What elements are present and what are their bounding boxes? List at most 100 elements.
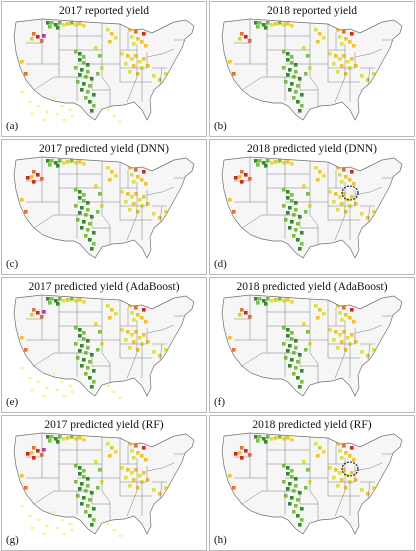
- county-yield-cell: [96, 486, 100, 490]
- county-yield-cell: [240, 170, 244, 174]
- county-yield-cell: [86, 208, 90, 212]
- panel-title: 2018 predicted yield (DNN): [247, 143, 377, 155]
- county-yield-cell: [262, 161, 266, 165]
- county-yield-cell: [120, 190, 124, 194]
- county-yield-cell: [352, 320, 356, 324]
- county-yield-cell: [340, 456, 344, 460]
- county-yield-cell: [254, 435, 258, 439]
- county-yield-cell: [82, 24, 86, 28]
- us-map: [13, 18, 195, 124]
- county-yield-cell: [322, 312, 326, 316]
- county-yield-cell: [152, 74, 156, 78]
- us-outline: [13, 156, 195, 259]
- us-outline: [221, 18, 403, 121]
- county-yield-cell: [270, 161, 274, 165]
- county-yield-cell: [304, 348, 308, 352]
- county-yield-cell: [62, 161, 66, 165]
- county-yield-cell: [294, 63, 298, 67]
- county-yield-cell: [126, 468, 130, 472]
- county-yield-cell: [106, 304, 110, 308]
- county-yield-cell: [316, 40, 320, 44]
- county-yield-cell: [164, 486, 168, 490]
- county-yield-cell: [74, 204, 78, 208]
- county-yield-cell: [240, 308, 244, 312]
- sparse-point: [68, 384, 72, 388]
- county-yield-cell: [298, 109, 302, 113]
- county-yield-cell: [80, 482, 84, 486]
- county-yield-cell: [286, 334, 290, 338]
- county-yield-cell: [138, 198, 142, 202]
- county-yield-cell: [244, 173, 248, 177]
- county-yield-cell: [98, 330, 102, 334]
- county-yield-cell: [54, 23, 58, 27]
- county-yield-cell: [344, 210, 348, 214]
- county-yield-cell: [244, 449, 248, 453]
- county-yield-cell: [256, 439, 260, 443]
- county-yield-cell: [42, 34, 46, 38]
- county-yield-cell: [342, 468, 346, 472]
- county-yield-cell: [84, 510, 88, 514]
- sparse-point: [28, 514, 32, 518]
- county-yield-cell: [286, 298, 290, 302]
- county-yield-cell: [32, 446, 36, 450]
- county-yield-cell: [348, 178, 352, 182]
- county-yield-cell: [142, 195, 146, 199]
- county-yield-cell: [128, 304, 132, 308]
- county-yield-cell: [74, 342, 78, 346]
- county-yield-cell: [32, 170, 36, 174]
- panel-label: (g): [6, 534, 19, 546]
- county-yield-cell: [132, 180, 136, 184]
- county-yield-cell: [82, 193, 86, 197]
- sparse-point: [62, 118, 66, 122]
- county-yield-cell: [84, 372, 88, 376]
- sparse-point: [42, 394, 46, 398]
- county-yield-cell: [78, 466, 82, 470]
- county-yield-cell: [338, 311, 342, 315]
- county-yield-cell: [322, 450, 326, 454]
- county-yield-cell: [352, 182, 356, 186]
- sparse-point: [30, 388, 34, 392]
- county-yield-cell: [80, 364, 84, 368]
- us-map: [13, 156, 195, 259]
- county-yield-cell: [294, 366, 298, 370]
- map-panel-a: 2017 reported yield (a): [1, 1, 207, 137]
- county-yield-cell: [278, 159, 282, 163]
- state-borders: [234, 157, 392, 244]
- county-yield-cell: [70, 297, 74, 301]
- sparse-point: [30, 526, 34, 530]
- county-yield-cell: [84, 234, 88, 238]
- county-yield-cell: [74, 23, 78, 27]
- county-yield-cell: [132, 478, 136, 482]
- county-yield-cell: [300, 380, 304, 384]
- county-yield-cell: [90, 247, 94, 251]
- county-yield-cell: [62, 299, 66, 303]
- county-yield-cell: [360, 74, 364, 78]
- sparse-point: [36, 518, 40, 522]
- county-yield-cell: [46, 21, 50, 25]
- county-yield-cell: [76, 218, 80, 222]
- county-yield-cell: [282, 342, 286, 346]
- county-yield-cell: [304, 72, 308, 76]
- county-yield-cell: [228, 474, 232, 478]
- county-yield-cell: [296, 498, 300, 502]
- county-yield-cell: [288, 502, 292, 506]
- county-yield-cell: [164, 72, 168, 76]
- county-yield-cell: [234, 452, 238, 456]
- county-yield-cell: [56, 440, 60, 444]
- county-yield-cell: [86, 90, 90, 94]
- county-yield-cell: [158, 354, 162, 358]
- county-yield-cell: [338, 471, 342, 475]
- county-yield-cell: [350, 170, 354, 174]
- county-yield-cell: [338, 173, 342, 177]
- county-yield-cell: [130, 195, 134, 199]
- county-yield-cell: [132, 42, 136, 46]
- county-yield-cell: [354, 64, 358, 68]
- county-yield-cell: [314, 28, 318, 32]
- county-yield-cell: [334, 192, 338, 196]
- county-yield-cell: [140, 178, 144, 182]
- county-yield-cell: [228, 198, 232, 202]
- county-yield-cell: [144, 320, 148, 324]
- county-yield-cell: [294, 201, 298, 205]
- county-yield-cell: [146, 478, 150, 482]
- county-yield-cell: [70, 435, 74, 439]
